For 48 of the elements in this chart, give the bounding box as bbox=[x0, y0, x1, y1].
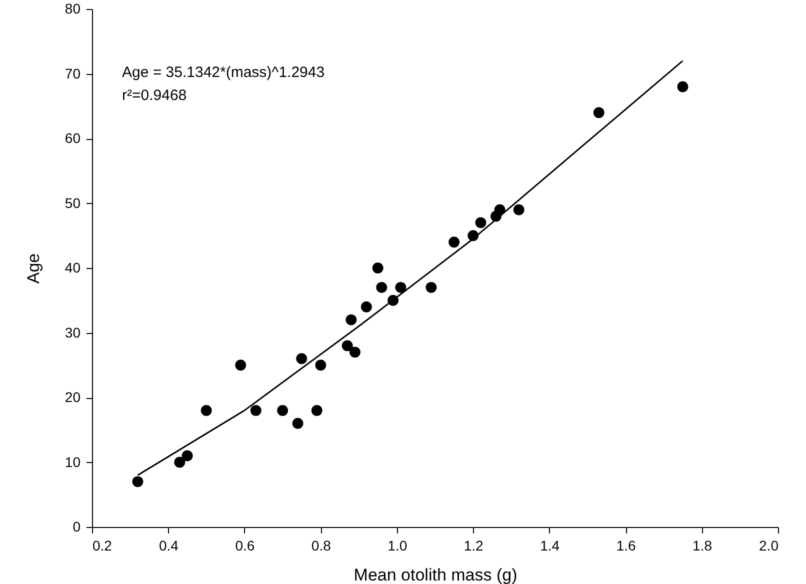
point bbox=[448, 236, 460, 248]
point bbox=[315, 360, 326, 371]
x-tick-label: 1.0 bbox=[388, 538, 408, 554]
point bbox=[426, 282, 437, 293]
y-tick-label: 70 bbox=[64, 65, 81, 82]
x-tick-label: 1.6 bbox=[616, 538, 636, 554]
y-tick-label: 80 bbox=[64, 0, 81, 16]
x-tick-label: 1.2 bbox=[464, 538, 484, 554]
x-tick-label: 0.2 bbox=[92, 538, 112, 554]
point bbox=[174, 456, 186, 468]
point bbox=[200, 404, 212, 416]
y-tick-label: 30 bbox=[64, 324, 81, 340]
point bbox=[395, 282, 406, 293]
y-tick-label: 20 bbox=[64, 389, 81, 405]
point bbox=[277, 404, 288, 416]
point bbox=[349, 346, 360, 358]
y-tick-label: 0 bbox=[72, 518, 81, 534]
y-tick-label: 10 bbox=[64, 454, 81, 470]
x-axis-title: Mean otolith mass (g) bbox=[354, 566, 518, 584]
point bbox=[372, 262, 384, 274]
point bbox=[296, 353, 308, 364]
x-tick-label: 0.8 bbox=[311, 538, 332, 554]
y-tick-label: 40 bbox=[64, 260, 81, 276]
x-tick-label: 0.4 bbox=[158, 538, 179, 554]
point bbox=[475, 217, 486, 228]
y-tick-label: 60 bbox=[64, 130, 81, 146]
annotation: r²=0.9468 bbox=[122, 87, 187, 104]
x-tick-label: 1.4 bbox=[540, 538, 560, 554]
point bbox=[132, 476, 144, 488]
point bbox=[677, 81, 688, 92]
x-tick-label: 0.6 bbox=[235, 538, 255, 554]
x-tick-label: 2.0 bbox=[759, 538, 779, 554]
point bbox=[376, 282, 388, 293]
y-tick-label: 50 bbox=[64, 194, 81, 211]
point bbox=[292, 418, 304, 429]
x-tick-label: 1.8 bbox=[692, 538, 712, 554]
point bbox=[342, 340, 353, 352]
point bbox=[360, 301, 372, 312]
point bbox=[311, 404, 322, 416]
point bbox=[235, 360, 246, 371]
point bbox=[250, 404, 262, 416]
point bbox=[513, 204, 524, 216]
point bbox=[346, 314, 357, 326]
point bbox=[494, 204, 506, 216]
y-axis-title: Age bbox=[24, 253, 43, 284]
point bbox=[182, 450, 193, 462]
annotation: Age = 35.1342*(mass)^1.2943 bbox=[122, 64, 325, 81]
point bbox=[593, 107, 604, 118]
